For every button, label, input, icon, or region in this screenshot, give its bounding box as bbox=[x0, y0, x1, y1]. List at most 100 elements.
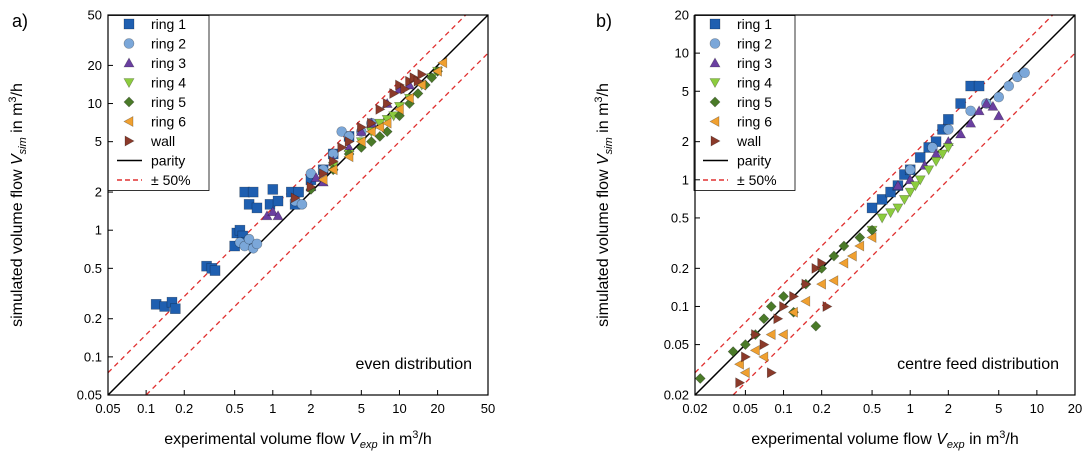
x-tick-label: 5 bbox=[358, 401, 365, 416]
legend-marker bbox=[709, 18, 721, 30]
data-point bbox=[854, 232, 866, 243]
data-point bbox=[1019, 67, 1030, 79]
y-tick-label: 20 bbox=[88, 58, 102, 73]
legend-label: wall bbox=[150, 133, 175, 149]
data-point bbox=[417, 68, 428, 80]
data-point bbox=[365, 136, 377, 148]
legend: ring 1 ring 2 ring 3 ring 4 ring 5 ring 6 wall… bbox=[107, 15, 210, 191]
data-point bbox=[943, 124, 954, 135]
x-tick-label: 20 bbox=[1068, 401, 1082, 416]
data-point bbox=[765, 301, 777, 312]
y-tick-label: 5 bbox=[95, 134, 102, 149]
data-point bbox=[838, 240, 850, 252]
legend: ring 1 ring 2 ring 3 ring 4 ring 5 ring 6 wall… bbox=[693, 15, 796, 191]
data-point bbox=[749, 344, 760, 356]
x-axis-label: experimental volume flow Vexp in m3/h bbox=[751, 429, 1019, 451]
data-point bbox=[431, 65, 442, 77]
legend-marker bbox=[709, 96, 721, 108]
y-tick-label: 1 bbox=[682, 172, 689, 187]
legend-marker bbox=[123, 115, 134, 128]
data-point bbox=[367, 117, 377, 129]
x-tick-label: 50 bbox=[481, 401, 495, 416]
panel-label: a) bbox=[12, 11, 28, 31]
data-point bbox=[980, 97, 992, 108]
data-point bbox=[828, 250, 840, 262]
data-point bbox=[394, 110, 405, 122]
y-tick-label: 20 bbox=[675, 8, 689, 23]
y-axis-label: simulated volume flow Vsim in m3/h bbox=[593, 83, 615, 327]
x-tick-label: 0.2 bbox=[813, 401, 831, 416]
y-tick-label: 0.5 bbox=[84, 261, 102, 276]
data-point bbox=[290, 192, 301, 204]
data-point bbox=[914, 152, 926, 163]
data-point bbox=[800, 295, 811, 307]
data-point bbox=[735, 377, 746, 389]
x-tick-label: 0.5 bbox=[226, 401, 244, 416]
y-tick-label: 0.2 bbox=[84, 311, 102, 326]
legend-box bbox=[107, 15, 210, 191]
data-point bbox=[866, 202, 878, 214]
legend-marker bbox=[709, 57, 721, 68]
data-point bbox=[375, 103, 386, 115]
data-point bbox=[930, 156, 942, 167]
data-point bbox=[344, 136, 355, 148]
x-tick-label: 5 bbox=[995, 401, 1002, 416]
legend-marker bbox=[710, 135, 721, 147]
y-tick-label: 10 bbox=[88, 96, 102, 111]
y-tick-label: 10 bbox=[675, 46, 689, 61]
x-tick-label: 0.5 bbox=[863, 401, 881, 416]
data-point bbox=[904, 174, 916, 185]
y-tick-label: 0.1 bbox=[84, 349, 102, 364]
data-point bbox=[885, 186, 896, 198]
data-point bbox=[817, 257, 828, 269]
x-tick-label: 10 bbox=[1030, 401, 1044, 416]
data-point bbox=[758, 313, 770, 325]
data-point bbox=[765, 329, 776, 341]
data-point bbox=[993, 110, 1005, 121]
data-point bbox=[778, 291, 789, 302]
data-point bbox=[209, 265, 221, 276]
data-point bbox=[343, 151, 354, 163]
y-tick-label: 0.02 bbox=[664, 388, 689, 403]
reference-lines bbox=[108, 15, 488, 395]
data-point bbox=[914, 175, 926, 186]
series-ring-2 bbox=[234, 117, 377, 254]
data-point bbox=[810, 320, 822, 332]
legend-label: ring 2 bbox=[151, 36, 186, 52]
data-point bbox=[766, 367, 777, 379]
data-point bbox=[973, 80, 985, 92]
data-point bbox=[904, 164, 916, 176]
legend-marker bbox=[709, 38, 721, 49]
legend-label: ring 1 bbox=[151, 16, 186, 32]
y-tick-label: 0.05 bbox=[664, 337, 689, 352]
x-tick-label: 1 bbox=[907, 401, 914, 416]
data-point bbox=[355, 136, 366, 148]
data-point bbox=[955, 128, 967, 139]
data-point bbox=[170, 303, 181, 315]
data-point bbox=[426, 72, 438, 84]
y-tick-label: 0.05 bbox=[77, 388, 102, 403]
data-point bbox=[885, 208, 897, 219]
plus-minus-50-lower-line bbox=[145, 52, 488, 395]
x-tick-label: 0.05 bbox=[733, 401, 758, 416]
data-point bbox=[955, 98, 966, 109]
data-point bbox=[400, 83, 411, 95]
data-point bbox=[866, 232, 877, 244]
data-points bbox=[695, 67, 1030, 389]
y-tick-label: 1 bbox=[95, 223, 102, 238]
series-ring-6 bbox=[317, 57, 448, 186]
data-point bbox=[296, 199, 308, 210]
x-tick-label: 2 bbox=[307, 401, 314, 416]
legend-marker bbox=[123, 18, 135, 30]
data-point bbox=[695, 373, 706, 384]
series-ring-3 bbox=[892, 97, 1005, 190]
x-tick-label: 20 bbox=[430, 401, 444, 416]
data-point bbox=[416, 79, 427, 91]
x-tick-label: 0.1 bbox=[137, 401, 155, 416]
data-point bbox=[337, 141, 348, 153]
distribution-annotation: even distribution bbox=[355, 356, 472, 373]
data-point bbox=[751, 329, 762, 341]
x-tick-label: 0.05 bbox=[95, 401, 120, 416]
x-tick-label: 2 bbox=[945, 401, 952, 416]
legend-label: parity bbox=[737, 153, 771, 169]
